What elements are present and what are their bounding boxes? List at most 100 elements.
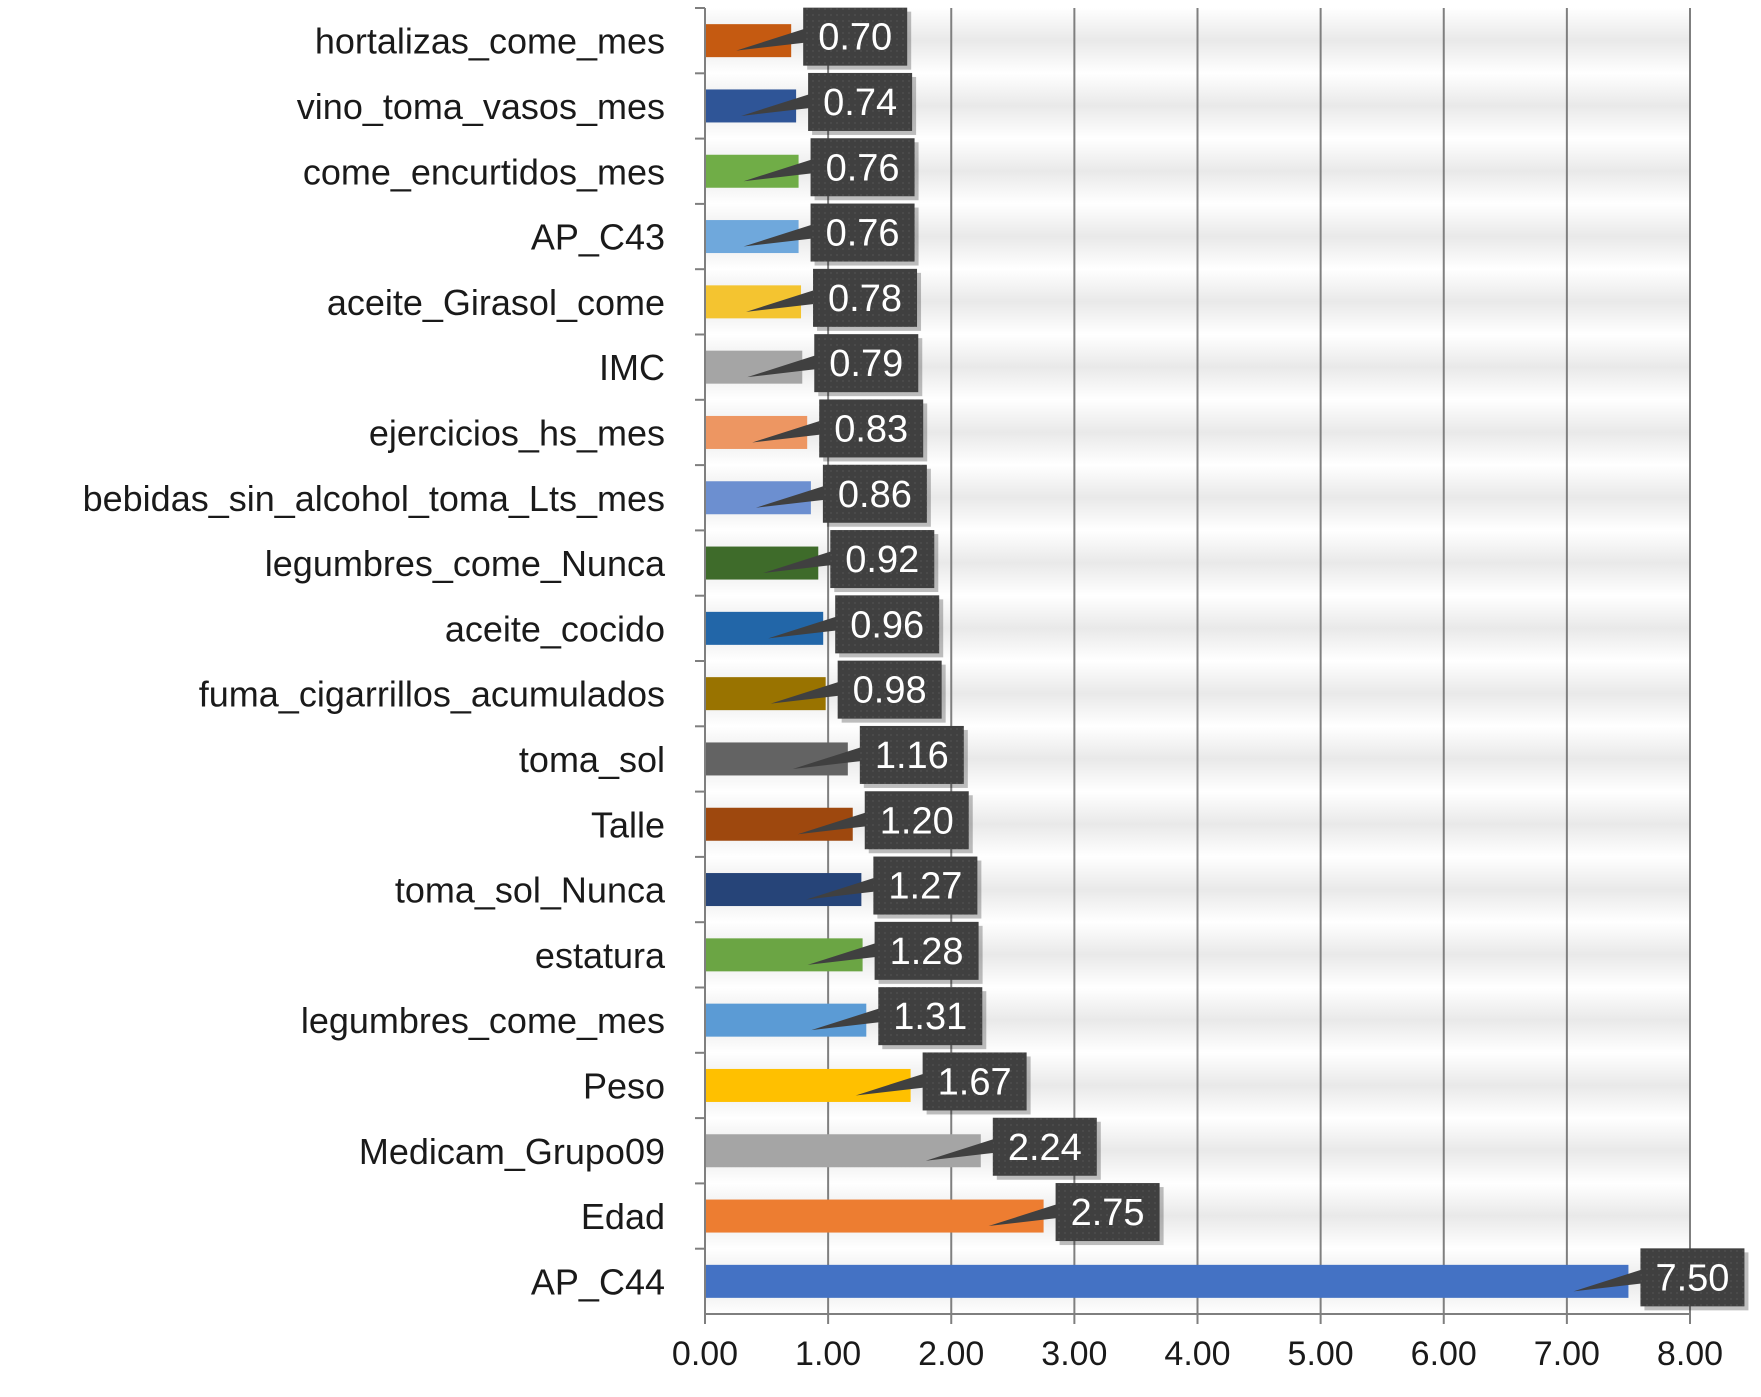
category-label: legumbres_come_mes (301, 1000, 665, 1041)
callout-pointer (855, 1073, 925, 1096)
callout-box (992, 1117, 1097, 1176)
callout-box (864, 791, 969, 850)
data-label: 0.79 (747, 334, 923, 397)
data-label-text: 1.28 (890, 931, 964, 973)
data-label: 1.16 (792, 725, 968, 788)
data-label-text: 0.76 (826, 147, 900, 189)
data-label: 1.28 (807, 921, 983, 984)
data-label: 1.20 (797, 791, 973, 854)
data-label-text: 0.92 (845, 539, 919, 581)
x-tick-label: 3.00 (1041, 1335, 1107, 1373)
data-label-text: 7.50 (1655, 1257, 1729, 1299)
data-label-text: 1.20 (880, 800, 954, 842)
data-label: 7.50 (1573, 1248, 1749, 1311)
bars (705, 24, 1629, 1298)
callout-box (1640, 1248, 1745, 1307)
category-label: vino_toma_vasos_mes (297, 86, 665, 127)
bar (705, 1199, 1044, 1233)
category-label: Edad (581, 1196, 665, 1237)
category-label: bebidas_sin_alcohol_toma_Lts_mes (83, 478, 665, 519)
callout-pointer (797, 812, 867, 835)
bar (705, 1134, 981, 1168)
data-label-text: 0.83 (834, 408, 908, 450)
bar (705, 1264, 1629, 1298)
callout-pointer (811, 1008, 881, 1031)
axes: 0.00 1.00 2.00 3.00 4.00 5.00 6.00 7.00 8.00 hort… (83, 7, 1723, 1373)
data-label-text: 1.31 (893, 996, 967, 1038)
data-label: 0.86 (755, 464, 931, 527)
callout-box (810, 203, 915, 262)
data-label-text: 0.78 (828, 278, 902, 320)
data-label-text: 0.98 (853, 670, 927, 712)
callout-box (873, 856, 978, 915)
data-label: 1.67 (855, 1052, 1031, 1115)
callout-pointer (792, 746, 862, 769)
callout-box (803, 7, 908, 66)
callout-box (1055, 1183, 1160, 1242)
category-label: estatura (535, 935, 666, 976)
callout-box (808, 72, 913, 131)
callout-pointer (988, 1204, 1058, 1227)
callout-pointer (736, 28, 806, 51)
data-label: 2.24 (925, 1117, 1101, 1180)
bar (705, 807, 853, 841)
callout-box (822, 464, 927, 523)
category-label: AP_C43 (531, 217, 665, 258)
data-label-text: 1.27 (888, 866, 962, 908)
data-label-text: 0.96 (850, 604, 924, 646)
data-label: 0.76 (743, 203, 919, 266)
data-label-text: 2.75 (1071, 1192, 1145, 1234)
callout-pointer (768, 616, 838, 639)
x-tick-label: 0.00 (672, 1335, 738, 1373)
x-tick-label: 1.00 (795, 1335, 861, 1373)
data-label: 0.70 (736, 7, 912, 70)
bar (705, 1003, 867, 1037)
data-label: 1.27 (806, 856, 982, 919)
x-tick-label: 5.00 (1288, 1335, 1354, 1373)
data-label-text: 2.24 (1008, 1127, 1082, 1169)
callout-box (837, 660, 942, 719)
category-label: Peso (583, 1065, 665, 1106)
category-label: aceite_cocido (445, 608, 665, 649)
data-label-text: 0.70 (818, 17, 892, 59)
category-label: legumbres_come_Nunca (265, 543, 666, 584)
callout-box (835, 595, 940, 654)
category-label: IMC (599, 347, 665, 388)
callout-pointer (925, 1138, 995, 1161)
data-label-text: 0.86 (838, 474, 912, 516)
data-label-text: 0.79 (829, 343, 903, 385)
callout-pointer (743, 224, 813, 247)
callout-pointer (1573, 1269, 1643, 1292)
category-label: toma_sol (519, 739, 665, 780)
data-label-text: 1.67 (938, 1061, 1012, 1103)
x-tick-label: 2.00 (918, 1335, 984, 1373)
data-label: 0.76 (743, 138, 919, 201)
callout-box (859, 725, 964, 784)
callout-box (814, 334, 919, 393)
category-label: Talle (591, 804, 665, 845)
callout-pointer (806, 877, 876, 900)
callout-pointer (747, 355, 817, 378)
bar (705, 742, 848, 776)
data-label: 2.75 (988, 1183, 1164, 1246)
data-label-text: 0.76 (826, 213, 900, 255)
bar (705, 873, 862, 907)
callout-pointer (743, 159, 813, 182)
callout-box (830, 530, 935, 589)
callout-pointer (763, 551, 833, 574)
callout-pointer (755, 485, 825, 508)
callout-pointer (770, 681, 840, 704)
category-label: AP_C44 (531, 1261, 665, 1302)
category-label: hortalizas_come_mes (315, 21, 665, 62)
x-tick-label: 4.00 (1164, 1335, 1230, 1373)
category-label: Medicam_Grupo09 (359, 1131, 665, 1172)
bar (705, 1068, 911, 1102)
callout-pointer (807, 942, 877, 965)
callout-box (874, 921, 979, 980)
category-label: toma_sol_Nunca (395, 870, 666, 911)
data-label: 0.96 (768, 595, 944, 658)
data-label-text: 1.16 (875, 735, 949, 777)
data-label: 0.78 (746, 268, 922, 331)
category-label: fuma_cigarrillos_acumulados (199, 674, 665, 715)
